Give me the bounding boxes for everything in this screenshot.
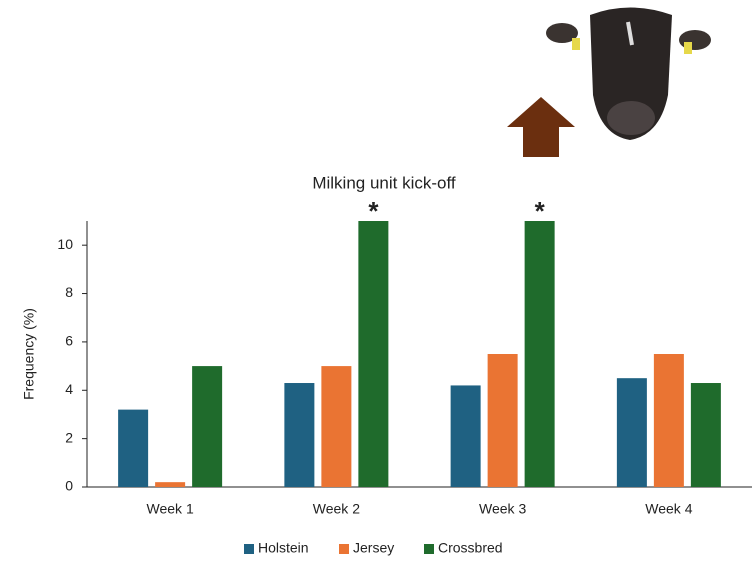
bar: [155, 482, 186, 487]
bar: [284, 383, 315, 487]
cow-illustration: [546, 7, 711, 140]
bar: [192, 366, 223, 487]
x-tick-label: Week 3: [479, 501, 526, 517]
y-axis-label: Frequency (%): [21, 308, 37, 400]
bar: [653, 354, 684, 487]
legend-swatch: [244, 544, 254, 554]
y-tick-label: 2: [65, 429, 73, 445]
annotation: *: [535, 196, 546, 226]
y-tick-label: 6: [65, 333, 73, 349]
legend-label: Holstein: [258, 540, 309, 556]
bar: [616, 378, 647, 487]
bar: [450, 385, 481, 487]
legend-label: Crossbred: [438, 540, 503, 556]
arrow: [507, 97, 575, 157]
bar: [690, 383, 721, 487]
bar: [118, 409, 149, 487]
legend-swatch: [339, 544, 349, 554]
legend-label: Jersey: [353, 540, 394, 556]
chart-title: Milking unit kick-off: [312, 173, 456, 192]
legend-swatch: [424, 544, 434, 554]
y-tick-label: 10: [57, 236, 73, 252]
bar: [524, 221, 555, 487]
bar: [321, 366, 352, 487]
bar: [358, 221, 389, 487]
x-tick-label: Week 4: [645, 501, 692, 517]
bar: [487, 354, 518, 487]
x-tick-label: Week 2: [313, 501, 360, 517]
annotation: *: [368, 196, 379, 226]
y-tick-label: 0: [65, 478, 73, 494]
y-tick-label: 8: [65, 284, 73, 300]
x-tick-label: Week 1: [147, 501, 194, 517]
y-tick-label: 4: [65, 381, 73, 397]
